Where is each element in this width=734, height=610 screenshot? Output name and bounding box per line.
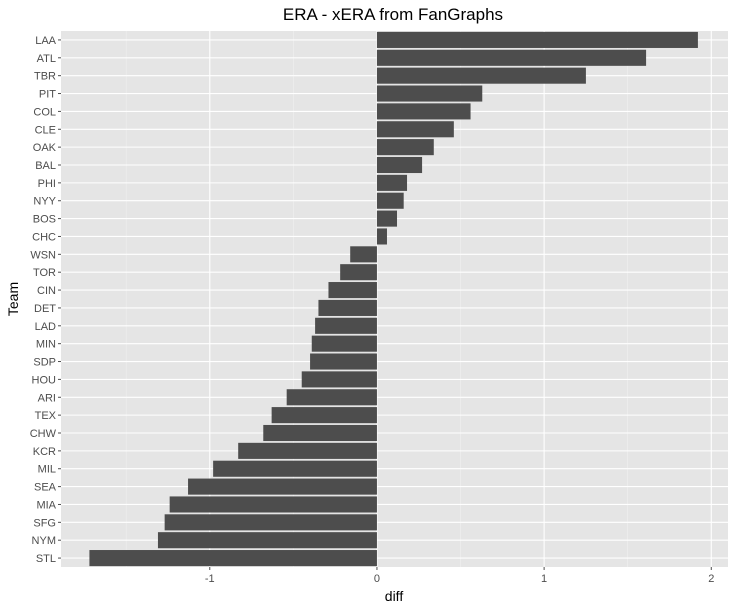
y-tick-label: OAK [33,142,57,154]
bar-min [311,335,377,352]
y-tick-label: TEX [35,410,57,422]
plot-panel [61,31,728,567]
y-tick-label: LAD [35,321,56,333]
bar-mil [213,460,377,477]
y-tick-label: CIN [37,285,56,297]
chart-title: ERA - xERA from FanGraphs [283,5,503,24]
y-tick-label: DET [34,303,56,315]
y-tick-label: COL [33,106,56,118]
x-axis-title: diff [385,588,404,604]
bar-bal [376,156,423,174]
bar-pit [376,85,483,102]
bar-sea [188,478,377,495]
x-tick-label: -1 [205,573,215,585]
y-tick-label: CHW [30,428,57,440]
bar-kcr [238,442,377,459]
bar-det [318,299,377,316]
y-tick-label: PIT [39,89,56,101]
y-tick-label: NYY [33,196,56,208]
y-tick-label: NYM [32,535,56,547]
bar-wsn [350,246,377,263]
bar-nyy [376,192,404,209]
bar-chc [376,228,387,245]
x-tick-label: 1 [541,573,547,585]
x-tick-label: 0 [374,573,380,585]
y-axis: LAA ATL TBR PIT COL CLE OAK BAL PHI NYY BOS CHC WSN T… [30,35,61,565]
x-axis: -1 0 1 2 [205,567,714,585]
y-tick-label: CLE [35,124,56,136]
y-tick-label: SEA [34,482,57,494]
bar-chw [263,424,377,442]
y-tick-label: BAL [35,160,56,172]
bar-cin [328,282,377,299]
y-tick-label: PHI [38,178,56,190]
y-tick-label: LAA [35,35,56,47]
bar-laa [376,31,698,48]
bar-atl [376,49,647,66]
bar-tbr [376,67,586,84]
y-tick-label: KCR [33,446,56,458]
bar-col [376,103,471,120]
bar-mia [169,496,377,513]
y-tick-label: TBR [34,71,56,83]
y-tick-label: SFG [33,517,56,529]
y-tick-label: HOU [32,374,57,386]
y-tick-label: SDP [33,357,56,369]
y-tick-label: MIL [38,464,56,476]
bar-cle [376,121,454,138]
bar-tex [271,407,377,424]
y-tick-label: WSN [30,249,56,261]
bar-oak [376,139,434,156]
bar-lad [315,317,377,334]
bar-sfg [164,514,377,531]
y-tick-label: CHC [32,231,56,243]
bar-bos [376,210,398,227]
y-tick-label: ARI [38,392,56,404]
bar-stl [89,550,377,567]
bar-phi [376,174,408,191]
bar-ari [286,389,377,406]
bar-tor [340,264,377,281]
bar-hou [301,371,377,388]
bar-nym [157,532,377,549]
y-tick-label: ATL [37,53,56,65]
bar-sdp [310,353,377,370]
y-tick-label: STL [36,553,56,565]
y-axis-title: Team [5,282,21,316]
x-tick-label: 2 [708,573,714,585]
y-tick-label: BOS [33,214,56,226]
y-tick-label: TOR [33,267,56,279]
y-tick-label: MIA [36,499,56,511]
bars [89,31,698,567]
y-tick-label: MIN [36,339,56,351]
